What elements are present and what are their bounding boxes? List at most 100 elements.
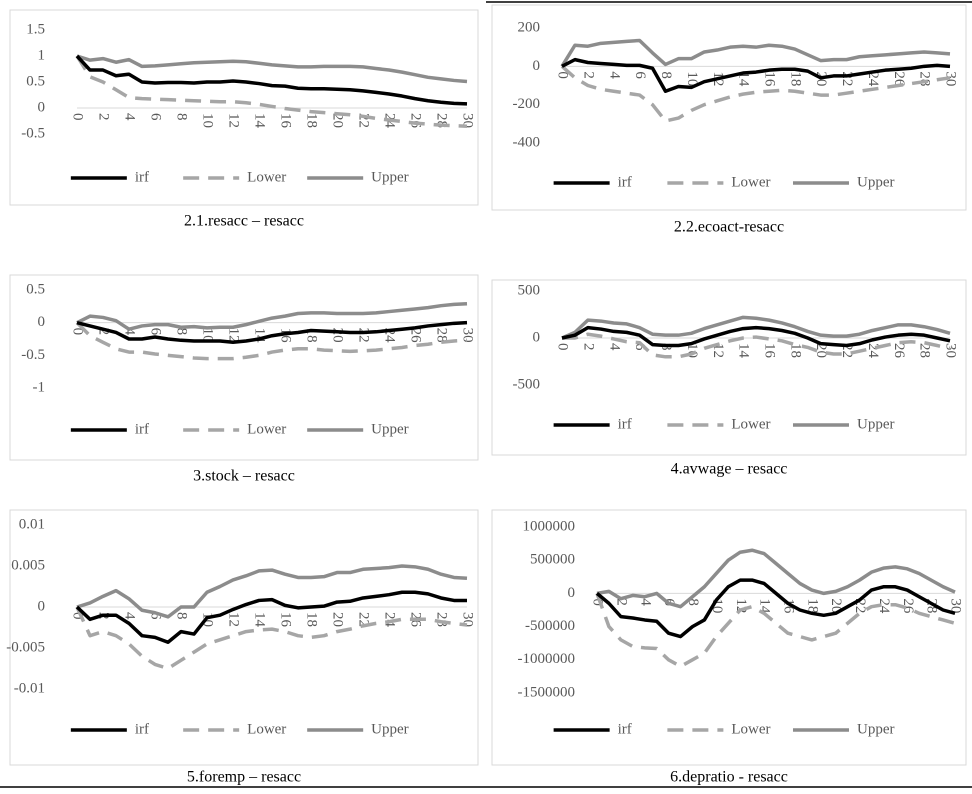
series-line [595,592,956,669]
y-tick-label: 0.5 [26,281,45,297]
y-tick-label: 0 [38,99,46,115]
x-tick-label: 20 [330,113,346,128]
x-tick-label: 4 [606,343,622,351]
x-tick-label: 14 [252,113,268,129]
legend-label: irf [135,421,149,437]
legend-label: Upper [857,721,895,737]
legend-label: Upper [857,416,895,432]
x-tick-label: 28 [434,328,450,343]
y-tick-label: -0.5 [21,347,45,363]
y-tick-label: -1500000 [518,684,576,700]
x-tick-label: 8 [685,598,701,606]
chart-caption: 6.depratio - resacc [670,769,788,786]
x-tick-label: 2 [613,598,629,606]
x-tick-label: 14 [736,343,752,359]
legend-label: Upper [857,174,895,190]
y-tick-label: 0 [38,598,46,614]
y-tick-label: -400 [513,134,541,150]
series-line [75,55,468,128]
y-tick-label: 0 [533,58,541,74]
series-line [76,301,468,331]
x-tick-label: 8 [658,71,674,79]
x-tick-label: 10 [200,328,216,343]
y-tick-label: 200 [518,19,541,35]
x-tick-label: 2 [580,71,596,79]
series-line [561,325,951,348]
y-tick-label: -500 [513,376,541,392]
y-tick-label: -0.5 [21,125,45,141]
x-tick-label: 8 [174,113,190,121]
x-tick-label: 24 [876,598,892,614]
x-tick-label: 18 [804,598,820,613]
y-tick-label: -0.01 [14,680,45,696]
x-tick-label: 2 [96,113,112,121]
x-tick-label: 16 [761,71,777,87]
x-tick-label: 20 [813,343,829,358]
x-tick-label: 2 [96,328,112,336]
x-tick-label: 16 [761,343,777,359]
chart-caption: 5.foremp – resacc [187,769,301,786]
y-tick-label: 500 [518,282,541,298]
legend-label: Upper [371,421,409,437]
series-line [561,315,951,340]
chart-caption: 4.avwage – resacc [671,461,788,478]
y-tick-label: 500000 [530,552,575,568]
x-tick-label: 0 [555,343,571,351]
legend-label: irf [618,174,632,190]
x-tick-label: 26 [900,598,916,614]
y-tick-label: 0.005 [11,557,45,573]
legend-label: Lower [731,721,770,737]
x-tick-label: 30 [460,113,476,128]
x-tick-label: 16 [278,612,294,628]
x-tick-label: 0 [70,612,86,620]
series-line [75,606,468,671]
series-line [75,54,468,106]
x-tick-label: 4 [122,328,138,336]
chart-caption: 2.1.resacc – resacc [184,213,304,230]
x-tick-label: 30 [460,328,476,343]
legend-label: Upper [371,169,409,185]
x-tick-label: 6 [148,612,164,620]
x-tick-label: 4 [637,598,653,606]
x-tick-label: 12 [226,113,242,128]
series-line [76,54,468,84]
y-tick-label: -500000 [525,618,575,634]
x-tick-label: 8 [174,328,190,336]
series-line [595,578,956,639]
x-tick-label: 4 [122,612,138,620]
y-tick-label: 1 [38,47,46,63]
x-tick-label: 0 [555,71,571,79]
x-tick-label: 12 [226,612,242,627]
y-tick-label: 0.01 [19,516,45,532]
x-tick-label: 22 [356,328,372,343]
x-tick-label: 16 [278,113,294,129]
y-tick-label: 0 [38,314,46,330]
y-tick-label: -0.005 [6,639,45,655]
series-line [562,332,951,359]
x-tick-label: 18 [304,612,320,627]
x-tick-label: 12 [226,328,242,343]
x-tick-label: 26 [891,71,907,87]
x-tick-label: 6 [148,113,164,121]
legend-label: irf [135,169,149,185]
x-tick-label: 6 [632,71,648,79]
x-tick-label: 30 [948,598,964,613]
x-tick-label: 0 [590,598,606,606]
x-tick-label: 30 [943,71,959,86]
legend-label: irf [618,721,632,737]
x-tick-label: 6 [632,343,648,351]
x-tick-label: 0 [70,113,86,121]
plot-frame [491,279,967,456]
y-tick-label: -1000000 [518,651,576,667]
y-tick-label: -1 [33,379,46,395]
x-tick-label: 4 [606,71,622,79]
y-tick-label: 1.5 [26,21,45,37]
series-line [561,57,951,93]
y-tick-label: -200 [513,96,541,112]
